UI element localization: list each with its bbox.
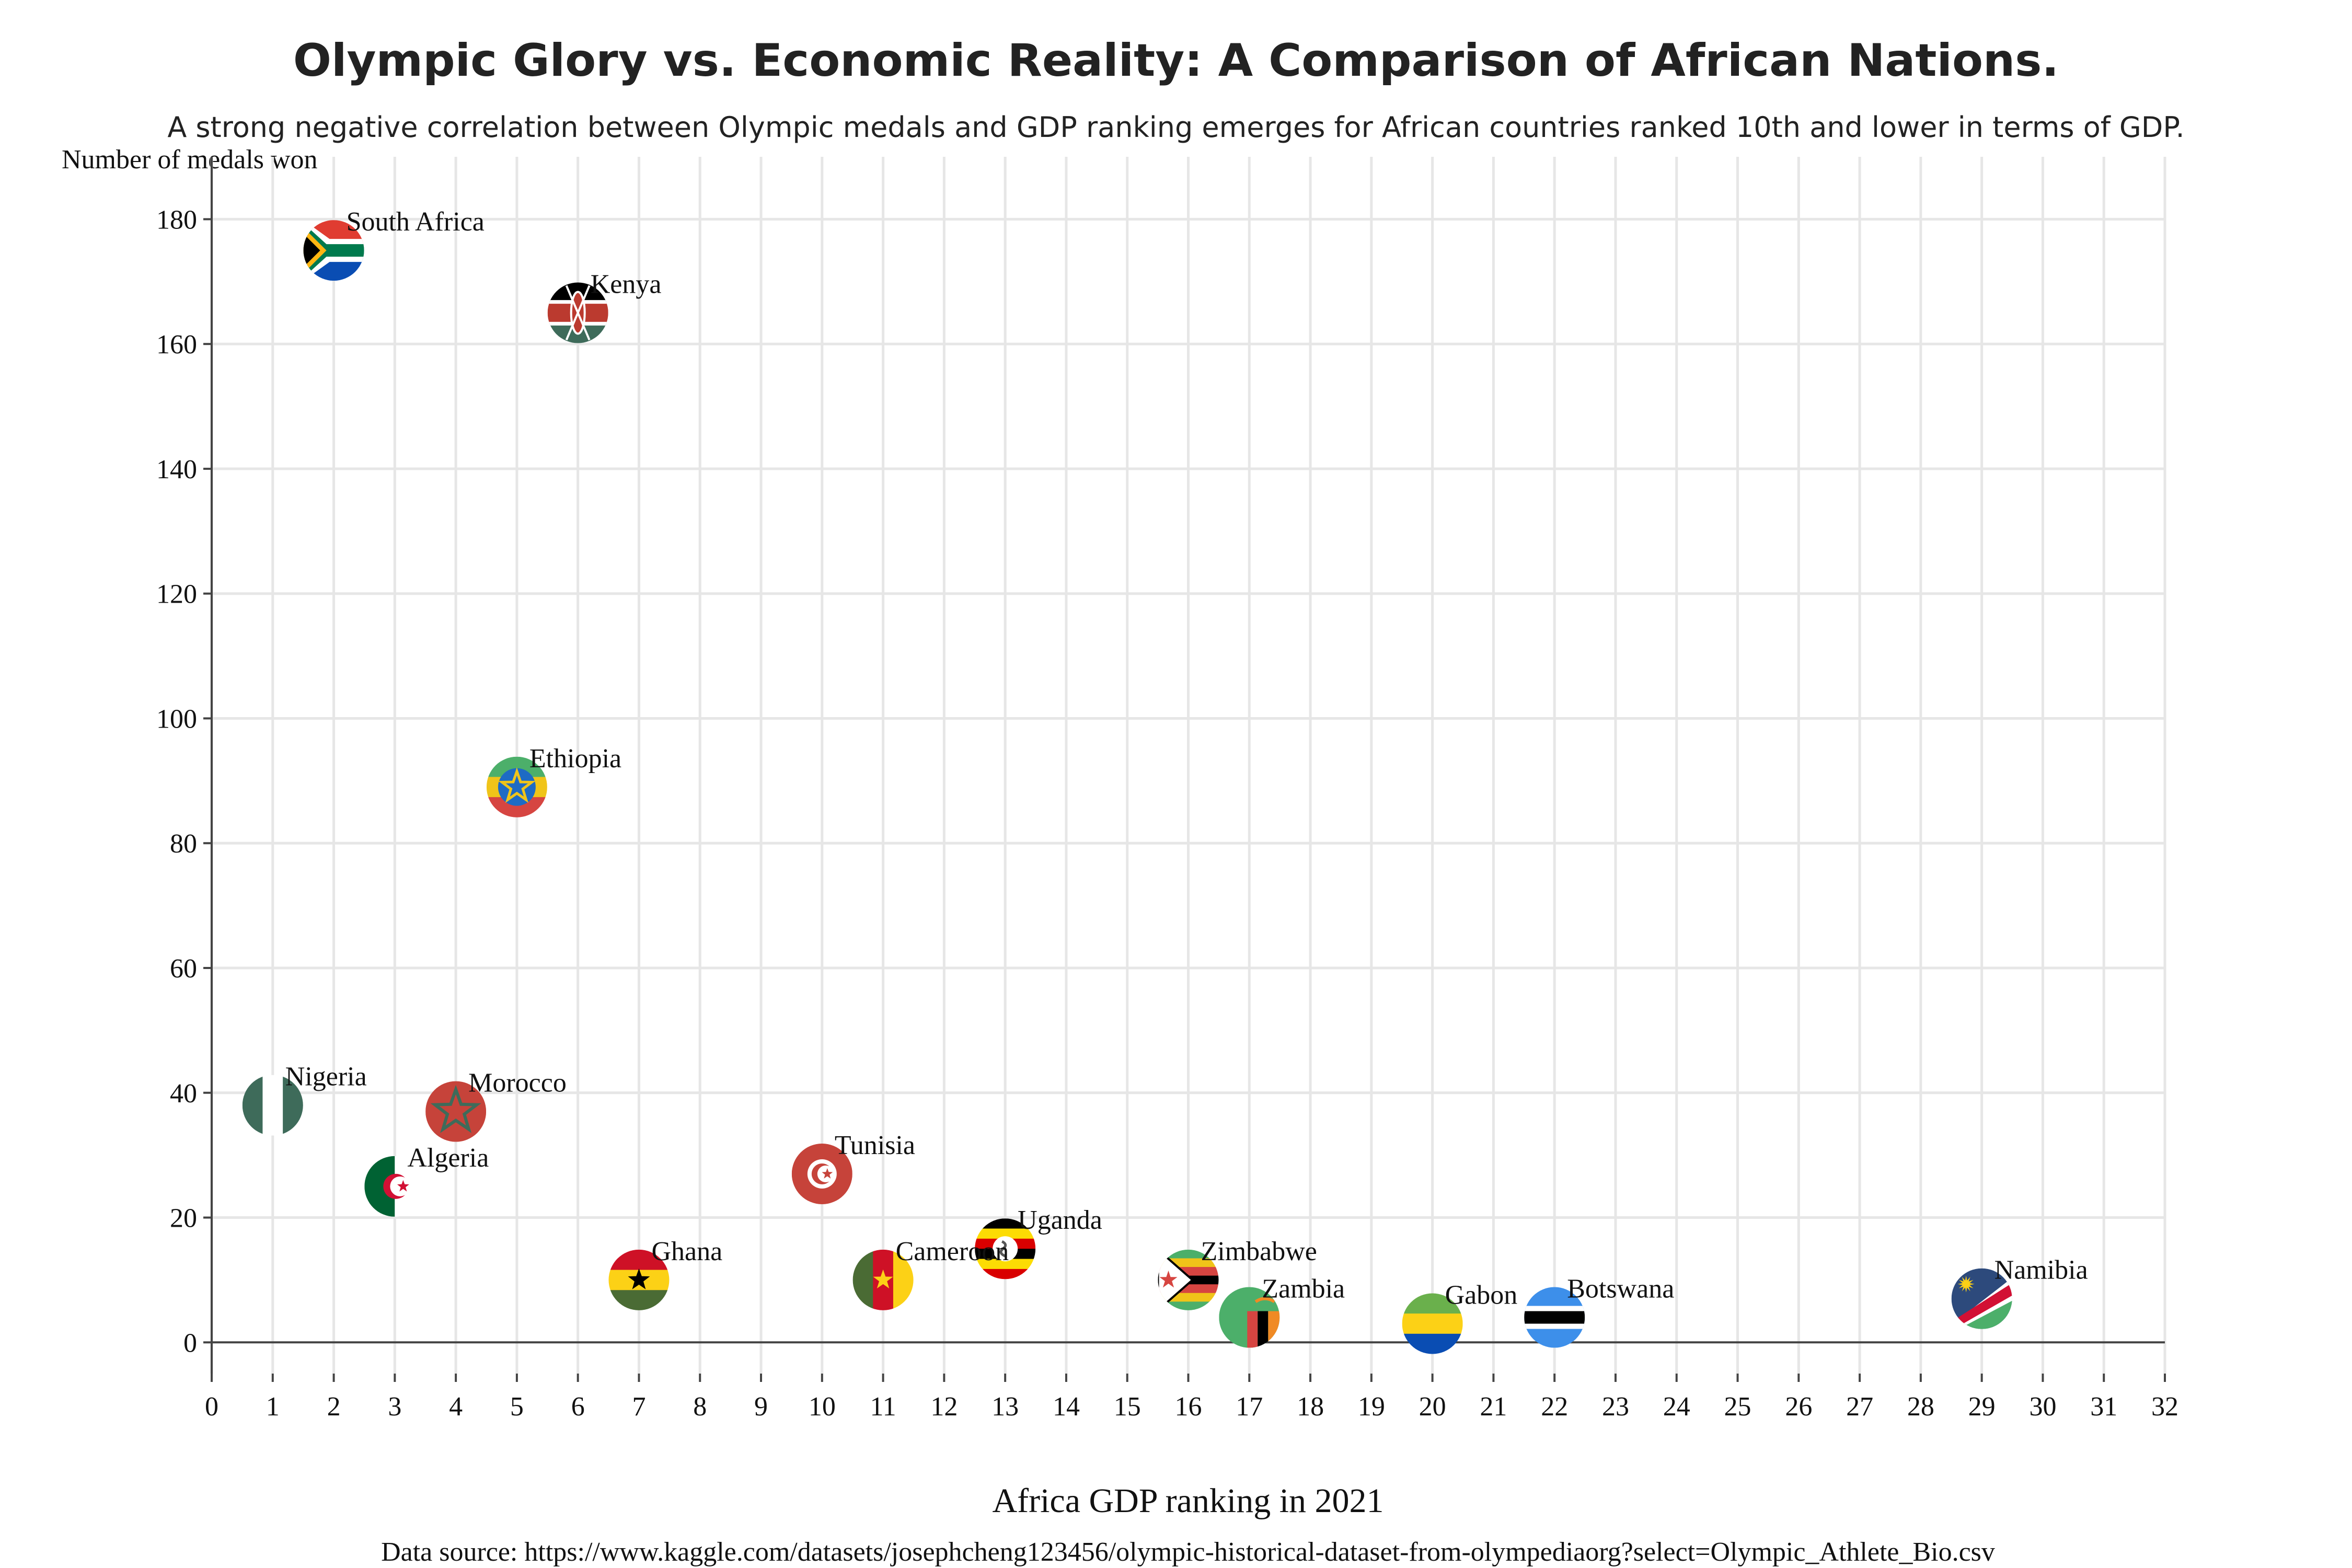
point-label-zimbabwe: Zimbabwe <box>1201 1237 1317 1266</box>
point-label-tunisia: Tunisia <box>835 1131 915 1160</box>
y-tick-label: 120 <box>156 580 197 609</box>
x-tick-label: 24 <box>1663 1392 1690 1422</box>
data-point-namibia-flag-icon <box>1951 1268 2012 1329</box>
x-tick-label: 7 <box>632 1392 645 1422</box>
point-label-morocco: Morocco <box>468 1068 567 1098</box>
x-tick-label: 18 <box>1297 1392 1324 1422</box>
x-tick-label: 9 <box>754 1392 768 1422</box>
x-tick-label: 0 <box>205 1392 218 1422</box>
x-tick-label: 29 <box>1968 1392 1996 1422</box>
x-tick-label: 32 <box>2151 1392 2178 1422</box>
x-tick-label: 14 <box>1053 1392 1080 1422</box>
x-tick-label: 3 <box>388 1392 401 1422</box>
data-point-zambia-flag-icon <box>1219 1287 1280 1348</box>
x-tick-label: 10 <box>809 1392 836 1422</box>
x-tick-label: 19 <box>1358 1392 1385 1422</box>
point-label-ghana: Ghana <box>651 1237 722 1266</box>
y-tick-label: 100 <box>156 704 197 734</box>
x-tick-label: 17 <box>1236 1392 1263 1422</box>
point-label-nigeria: Nigeria <box>285 1062 367 1092</box>
point-label-south-africa: South Africa <box>347 207 485 237</box>
point-label-botswana: Botswana <box>1567 1274 1674 1304</box>
x-tick-label: 11 <box>870 1392 896 1422</box>
x-tick-label: 1 <box>266 1392 280 1422</box>
point-label-algeria: Algeria <box>407 1143 489 1173</box>
chart-subtitle: A strong negative correlation between Ol… <box>167 111 2184 144</box>
x-tick-label: 23 <box>1602 1392 1629 1422</box>
x-tick-label: 28 <box>1907 1392 1934 1422</box>
point-label-ethiopia: Ethiopia <box>529 744 621 774</box>
x-tick-label: 4 <box>449 1392 463 1422</box>
y-tick-label: 0 <box>183 1328 197 1358</box>
x-tick-label: 30 <box>2029 1392 2056 1422</box>
x-tick-label: 8 <box>693 1392 707 1422</box>
y-tick-label: 140 <box>156 455 197 485</box>
y-axis-label: Number of medals won <box>62 145 318 175</box>
data-source: Data source: https://www.kaggle.com/data… <box>381 1537 1995 1567</box>
data-point-botswana-flag-icon <box>1524 1287 1585 1348</box>
y-tick-label: 80 <box>170 829 197 859</box>
chart-title: Olympic Glory vs. Economic Reality: A Co… <box>293 34 2059 87</box>
x-tick-label: 27 <box>1846 1392 1873 1422</box>
point-label-namibia: Namibia <box>1994 1255 2088 1285</box>
point-label-zambia: Zambia <box>1262 1274 1345 1304</box>
x-tick-label: 2 <box>327 1392 341 1422</box>
point-label-gabon: Gabon <box>1445 1280 1518 1310</box>
y-tick-label: 160 <box>156 330 197 360</box>
x-tick-label: 21 <box>1480 1392 1507 1422</box>
data-point-morocco-flag-icon <box>425 1081 487 1142</box>
x-tick-label: 12 <box>930 1392 958 1422</box>
x-tick-label: 20 <box>1419 1392 1446 1422</box>
data-point-ethiopia-flag-icon <box>486 756 547 817</box>
y-tick-label: 180 <box>156 205 197 235</box>
point-label-kenya: Kenya <box>591 269 662 299</box>
x-tick-label: 26 <box>1785 1392 1812 1422</box>
y-tick-label: 20 <box>170 1204 197 1233</box>
point-label-uganda: Uganda <box>1018 1205 1102 1235</box>
y-tick-label: 40 <box>170 1079 197 1109</box>
x-tick-label: 15 <box>1114 1392 1141 1422</box>
x-tick-label: 6 <box>571 1392 585 1422</box>
point-label-cameroon: Cameroon <box>896 1237 1009 1266</box>
data-point-south-africa-flag-icon <box>303 220 364 281</box>
y-tick-label: 60 <box>170 954 197 984</box>
data-point-tunisia-flag-icon <box>791 1143 852 1204</box>
x-tick-label: 25 <box>1724 1392 1751 1422</box>
x-tick-label: 5 <box>510 1392 524 1422</box>
x-tick-label: 22 <box>1541 1392 1568 1422</box>
grid <box>210 157 2166 1374</box>
x-tick-label: 13 <box>991 1392 1019 1422</box>
x-axis-label: Africa GDP ranking in 2021 <box>992 1482 1383 1520</box>
x-tick-label: 16 <box>1175 1392 1202 1422</box>
point-labels: South Africa Kenya Ethiopia Nigeria Morocco A… <box>285 207 2088 1310</box>
x-tick-label: 31 <box>2090 1392 2117 1422</box>
